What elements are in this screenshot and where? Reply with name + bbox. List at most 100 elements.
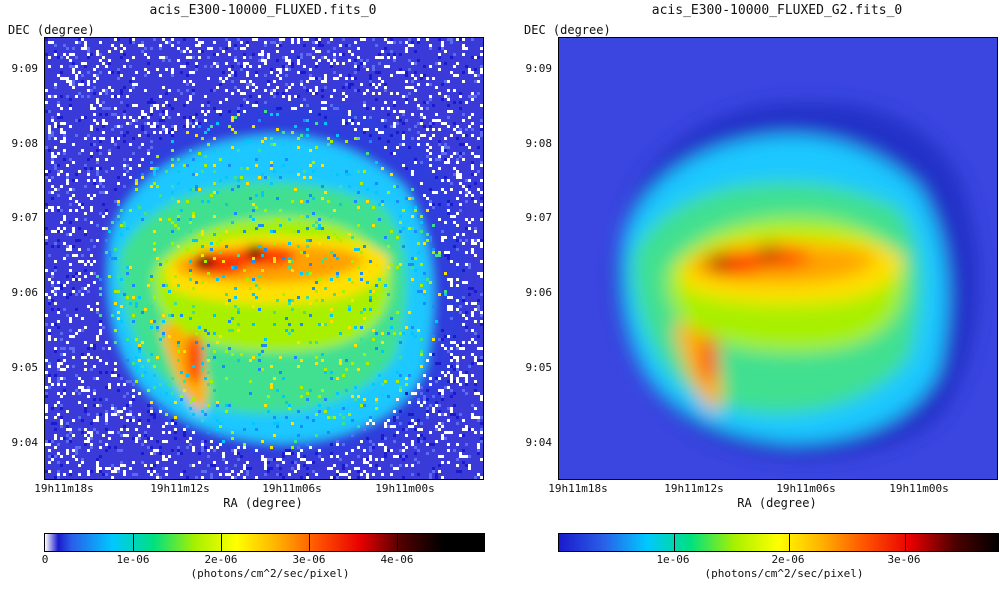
image-pixel (213, 314, 216, 317)
image-pixel (216, 278, 219, 281)
image-pixel (129, 467, 132, 470)
image-pixel (84, 116, 87, 119)
image-pixel (123, 383, 126, 386)
image-pixel (342, 86, 345, 89)
image-pixel (72, 194, 75, 197)
image-pixel (147, 404, 150, 407)
left-image-plot[interactable] (44, 37, 484, 480)
image-pixel (60, 437, 63, 440)
image-pixel (45, 227, 48, 230)
image-pixel (279, 44, 282, 47)
image-pixel (321, 359, 324, 362)
image-pixel (57, 104, 60, 107)
image-pixel (252, 281, 255, 284)
image-pixel (264, 404, 267, 407)
image-pixel (132, 461, 135, 464)
image-pixel (66, 56, 69, 59)
image-pixel (438, 404, 441, 407)
image-pixel (69, 59, 72, 62)
image-pixel (303, 119, 306, 122)
image-pixel (135, 302, 138, 305)
image-pixel (306, 200, 309, 203)
image-pixel (450, 260, 453, 263)
image-pixel (348, 332, 351, 335)
image-pixel (276, 299, 279, 302)
image-pixel (237, 473, 240, 476)
image-pixel (450, 110, 453, 113)
image-pixel (360, 59, 363, 62)
image-pixel (393, 410, 396, 413)
image-pixel (96, 458, 99, 461)
image-pixel (411, 215, 414, 218)
image-pixel (78, 227, 81, 230)
image-pixel (48, 374, 51, 377)
image-pixel (405, 197, 408, 200)
right-x-tick: 19h11m06s (776, 482, 836, 495)
image-pixel (45, 407, 48, 410)
image-pixel (222, 206, 225, 209)
image-pixel (318, 227, 321, 230)
image-pixel (207, 332, 210, 335)
image-pixel (207, 359, 210, 362)
image-pixel (120, 305, 123, 308)
image-pixel (270, 41, 273, 44)
image-pixel (207, 449, 210, 452)
image-pixel (447, 386, 450, 389)
image-pixel (78, 119, 81, 122)
image-pixel (114, 257, 117, 260)
image-pixel (273, 377, 276, 380)
image-pixel (264, 110, 267, 113)
image-pixel (411, 257, 414, 260)
image-pixel (309, 176, 312, 179)
image-pixel (477, 170, 480, 173)
image-pixel (240, 353, 243, 356)
image-pixel (387, 425, 390, 428)
image-pixel (234, 116, 237, 119)
image-pixel (429, 122, 432, 125)
image-pixel (186, 131, 189, 134)
image-pixel (324, 74, 327, 77)
image-pixel (414, 62, 417, 65)
image-pixel (72, 143, 75, 146)
image-pixel (171, 242, 174, 245)
image-pixel (84, 410, 87, 413)
image-pixel (129, 116, 132, 119)
image-pixel (438, 53, 441, 56)
image-pixel (60, 77, 63, 80)
image-pixel (267, 323, 270, 326)
image-pixel (378, 53, 381, 56)
image-pixel (339, 317, 342, 320)
image-pixel (450, 41, 453, 44)
image-pixel (231, 476, 234, 479)
image-pixel (168, 104, 171, 107)
image-pixel (183, 209, 186, 212)
image-pixel (210, 65, 213, 68)
image-pixel (162, 110, 165, 113)
image-pixel (54, 155, 57, 158)
image-pixel (474, 254, 477, 257)
image-pixel (291, 446, 294, 449)
image-pixel (261, 191, 264, 194)
image-pixel (273, 257, 276, 260)
image-pixel (453, 173, 456, 176)
image-pixel (456, 263, 459, 266)
right-image-plot[interactable] (558, 37, 998, 480)
image-pixel (375, 98, 378, 101)
image-pixel (303, 86, 306, 89)
image-pixel (180, 92, 183, 95)
image-pixel (87, 473, 90, 476)
image-pixel (426, 107, 429, 110)
image-pixel (297, 434, 300, 437)
image-pixel (90, 206, 93, 209)
image-pixel (375, 128, 378, 131)
image-pixel (57, 101, 60, 104)
image-pixel (252, 203, 255, 206)
image-pixel (213, 53, 216, 56)
right-x-tick: 19h11m18s (548, 482, 608, 495)
image-pixel (327, 59, 330, 62)
image-pixel (321, 197, 324, 200)
image-pixel (441, 437, 444, 440)
image-pixel (144, 68, 147, 71)
image-pixel (150, 413, 153, 416)
image-pixel (450, 203, 453, 206)
